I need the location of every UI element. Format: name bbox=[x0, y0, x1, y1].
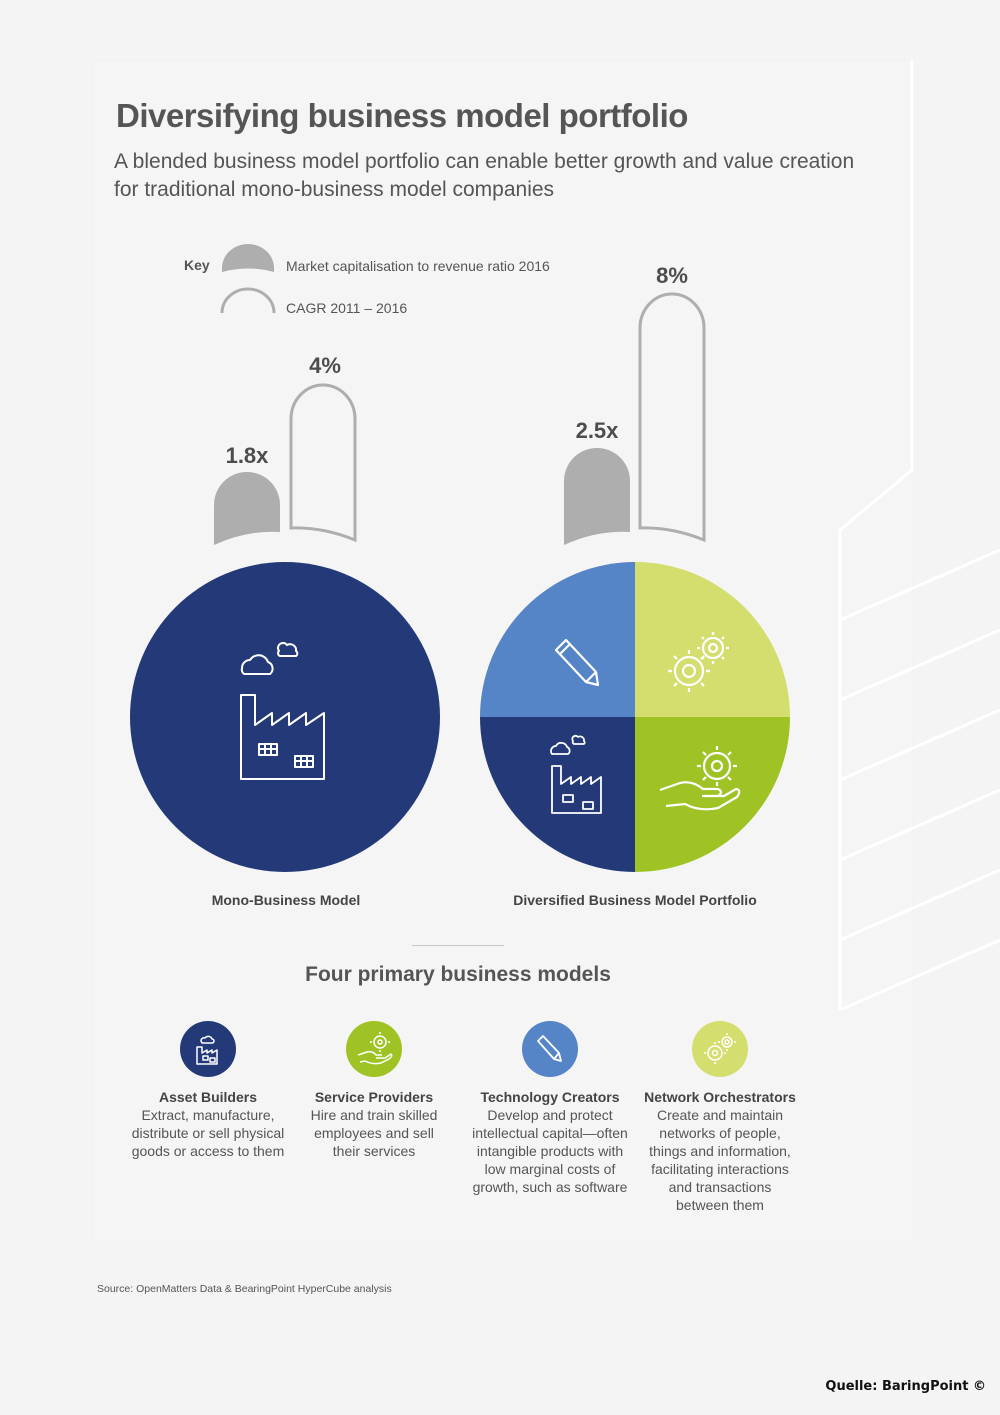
model-service-providers: Service Providers Hire and train skilled… bbox=[289, 1020, 459, 1160]
key-outline-arch bbox=[220, 287, 276, 314]
hand-gear-icon bbox=[659, 746, 741, 811]
diversified-cagr-value: 8% bbox=[656, 263, 688, 288]
quadrant-technology-creators bbox=[480, 562, 635, 717]
image-credit: Quelle: BaringPoint © bbox=[825, 1379, 986, 1394]
model-description: Extract, manufacture, distribute or sell … bbox=[131, 1107, 285, 1159]
page-subtitle: A blended business model portfolio can e… bbox=[114, 150, 855, 201]
mono-model-label: Mono-Business Model bbox=[211, 892, 361, 908]
pencil-icon bbox=[522, 1021, 578, 1077]
key-title: Key bbox=[184, 257, 210, 273]
model-description: Hire and train skilled employees and sell… bbox=[310, 1107, 438, 1159]
factory-icon bbox=[240, 642, 325, 780]
quadrant-service-providers bbox=[635, 717, 790, 872]
key-market-cap-label: Market capitalisation to revenue ratio 2… bbox=[286, 258, 550, 274]
model-description: Develop and protect intellectual capital—… bbox=[472, 1107, 628, 1195]
page-title: Diversifying business model portfolio bbox=[116, 97, 688, 134]
model-name: Asset Builders bbox=[158, 1089, 258, 1105]
decorative-lines bbox=[838, 60, 1000, 1012]
diversified-market-cap-value: 2.5x bbox=[575, 418, 619, 443]
source-note: Source: OpenMatters Data & BearingPoint … bbox=[97, 1283, 392, 1295]
pencil-icon bbox=[554, 638, 600, 687]
factory-icon bbox=[180, 1021, 236, 1077]
model-name: Technology Creators bbox=[480, 1089, 620, 1105]
diversified-cagr-bar bbox=[638, 292, 706, 543]
quadrant-network-orchestrators bbox=[635, 562, 790, 717]
diversified-market-cap-bar bbox=[564, 448, 630, 545]
section-divider bbox=[412, 945, 504, 946]
gears-icon bbox=[668, 632, 729, 692]
mono-cagr-bar bbox=[289, 383, 357, 543]
factory-icon bbox=[550, 734, 602, 814]
mono-cagr-value: 4% bbox=[309, 353, 341, 378]
section-title: Four primary business models bbox=[305, 963, 611, 986]
diversified-model-label: Diversified Business Model Portfolio bbox=[513, 892, 757, 908]
key-cagr-label: CAGR 2011 – 2016 bbox=[286, 300, 408, 316]
gears-icon bbox=[692, 1021, 748, 1077]
quadrant-asset-builders bbox=[480, 717, 635, 872]
model-description: Create and maintain networks of people, th… bbox=[649, 1107, 791, 1213]
mono-market-cap-value: 1.8x bbox=[225, 443, 269, 468]
key-filled-arch bbox=[222, 244, 274, 272]
hand-gear-icon bbox=[346, 1021, 402, 1077]
model-asset-builders: Asset Builders Extract, manufacture, dist… bbox=[123, 1020, 293, 1160]
model-network-orchestrators: Network Orchestrators Create and maintai… bbox=[635, 1020, 805, 1214]
model-name: Service Providers bbox=[314, 1089, 434, 1105]
mono-market-cap-bar bbox=[214, 472, 280, 545]
model-name: Network Orchestrators bbox=[644, 1089, 796, 1105]
model-technology-creators: Technology Creators Develop and protect i… bbox=[465, 1020, 635, 1196]
